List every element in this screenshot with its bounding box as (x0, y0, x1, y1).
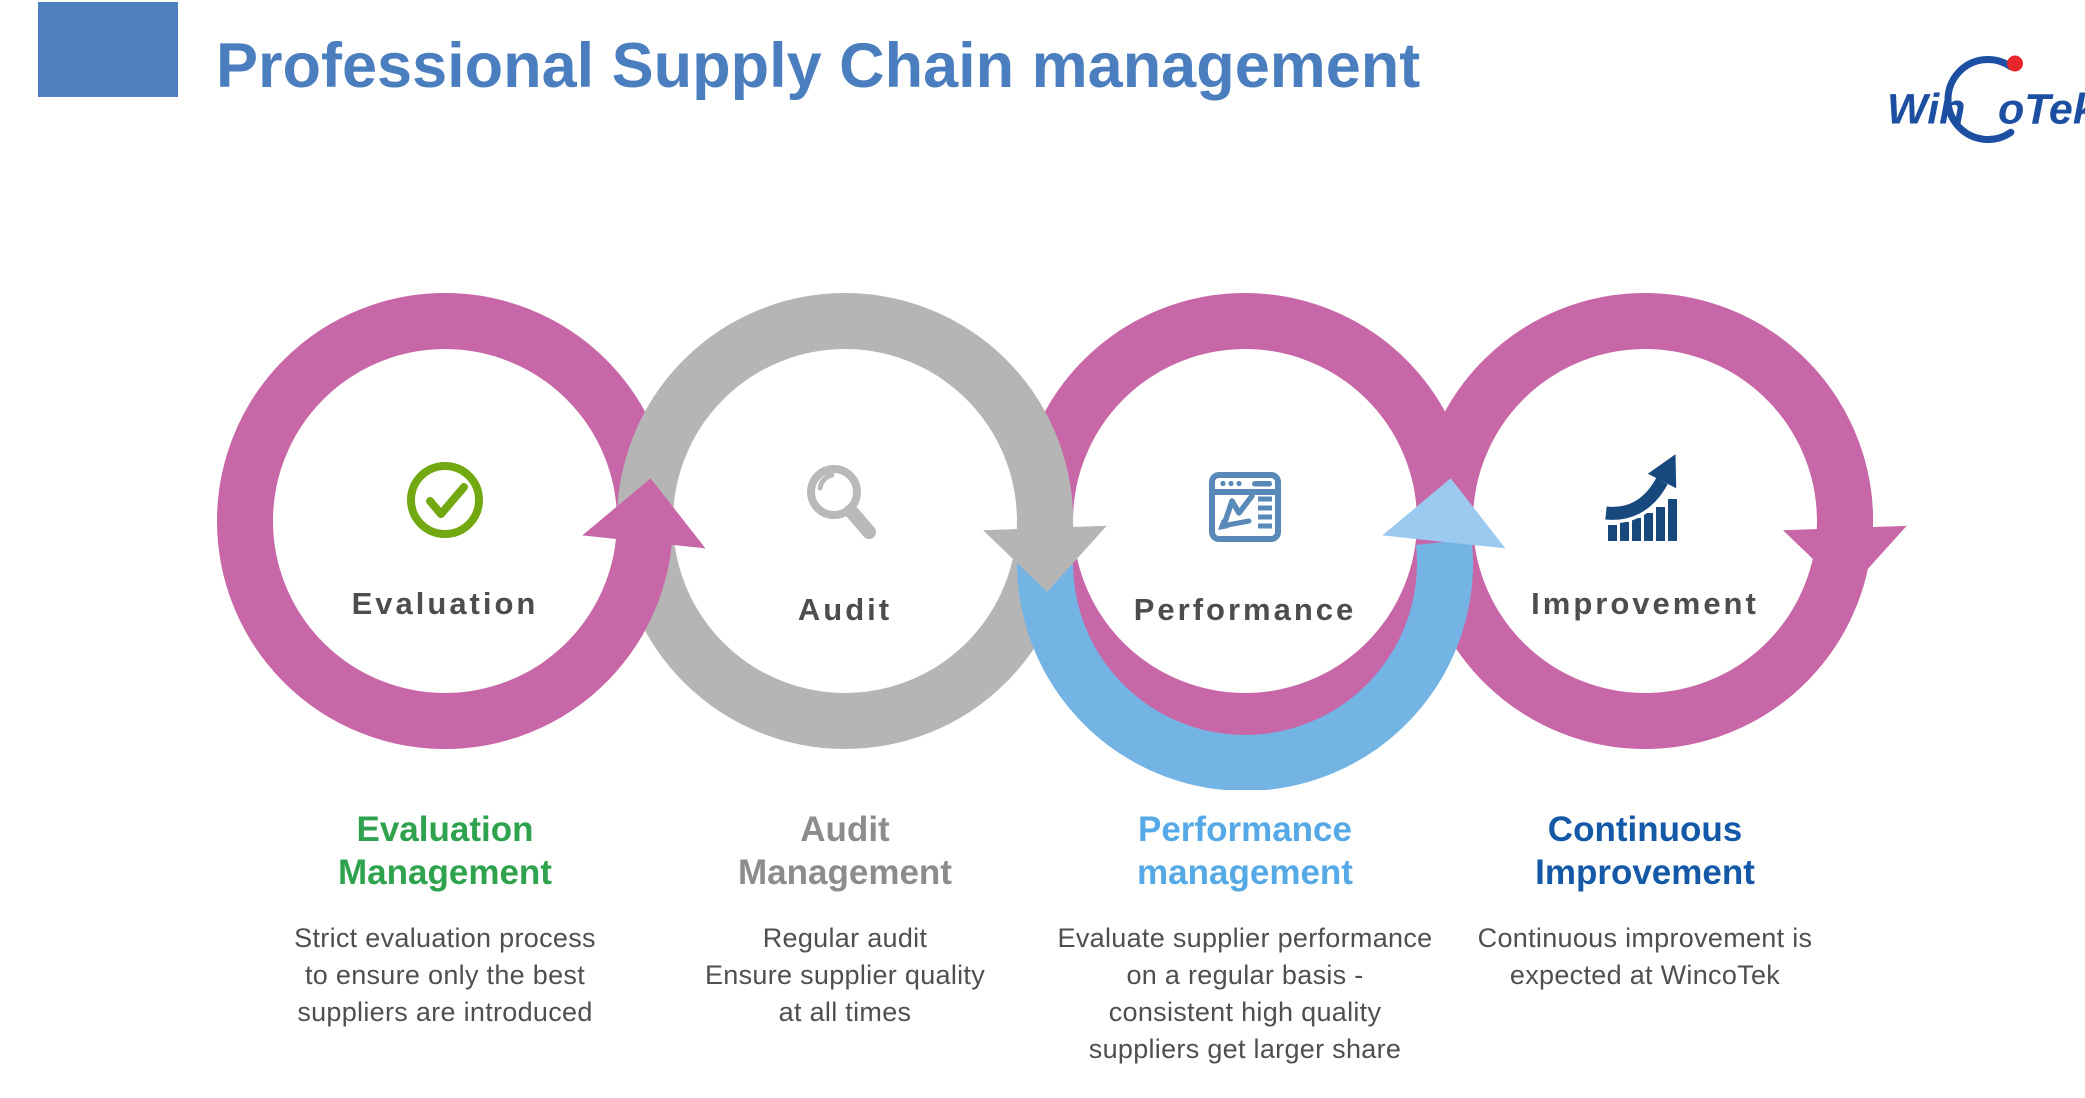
check-circle-icon (407, 462, 483, 538)
logo-swoosh-c-icon (1944, 56, 2015, 143)
growth-bars-arrow-icon (1604, 454, 1677, 541)
arrow-up-evaluation-to-audit-tail (543, 538, 672, 708)
page-title: Professional Supply Chain management (216, 31, 1421, 101)
stage-column-performance: Performance management Evaluate supplier… (1025, 808, 1465, 1068)
stage-description-line: on a regular basis - (1126, 960, 1364, 990)
accent-square (38, 2, 178, 97)
stage-description-line: Regular audit (762, 923, 928, 953)
wincotek-logo: Win oTek (1887, 55, 2085, 143)
stage-heading-line: management (1137, 853, 1353, 892)
stage-description: Evaluate supplier performance on a regul… (1025, 920, 1465, 1068)
stage-description-line: expected at WincoTek (1509, 960, 1781, 990)
supply-chain-cycle-diagram: Evaluation Audit Performance Improvement (217, 293, 1907, 790)
stage-description-line: Continuous improvement is (1477, 923, 1813, 953)
stage-column-evaluation: Evaluation Management Strict evaluation … (225, 808, 665, 1031)
ring-label-performance: Performance (1134, 592, 1357, 627)
arrow-up-performance-to-improvement-icon (1382, 478, 1506, 549)
stage-heading: Audit Management (625, 808, 1065, 894)
stage-description-line: Ensure supplier quality (704, 960, 986, 990)
logo-text-otek: oTek (1998, 86, 2085, 134)
stage-heading-line: Management (338, 853, 552, 892)
ring-label-improvement: Improvement (1531, 586, 1759, 621)
ring-label-audit: Audit (798, 592, 892, 627)
stage-heading-line: Improvement (1535, 853, 1755, 892)
stage-description: Regular audit Ensure supplier quality at… (625, 920, 1065, 1031)
stage-heading-line: Performance (1138, 810, 1352, 849)
stage-description-line: consistent high quality (1108, 997, 1382, 1027)
stage-heading-line: Management (738, 853, 952, 892)
stage-description-line: suppliers get larger share (1088, 1034, 1402, 1064)
stage-description: Strict evaluation process to ensure only… (225, 920, 665, 1031)
logo-red-dot-icon (2007, 55, 2023, 72)
stage-heading-line: Continuous (1547, 810, 1743, 849)
stage-description: Continuous improvement is expected at Wi… (1425, 920, 1865, 994)
stage-heading: Evaluation Management (225, 808, 665, 894)
arrow-down-improvement-end-icon (1783, 525, 1907, 592)
stage-description-line: at all times (778, 997, 912, 1027)
arrow-down-audit-to-performance-tail (943, 334, 1073, 529)
stage-heading-line: Evaluation (356, 810, 534, 849)
stage-column-improvement: Continuous Improvement Continuous improv… (1425, 808, 1865, 994)
stage-description-line: suppliers are introduced (297, 997, 593, 1027)
arrow-up-evaluation-to-audit-icon (582, 478, 706, 549)
arrow-down-improvement-end-tail (1743, 334, 1873, 529)
stage-column-audit: Audit Management Regular audit Ensure su… (625, 808, 1065, 1031)
stage-description-line: Strict evaluation process (294, 923, 596, 953)
stage-heading: Performance management (1025, 808, 1465, 894)
performance-ring-bottom-arc (1017, 539, 1473, 790)
stage-heading: Continuous Improvement (1425, 808, 1865, 894)
ring-label-evaluation: Evaluation (352, 586, 539, 621)
magnifier-icon (807, 465, 876, 539)
stage-description-line: to ensure only the best (304, 960, 586, 990)
chart-window-icon (1209, 472, 1281, 542)
stage-description-line: Evaluate supplier performance (1057, 923, 1433, 953)
stage-heading-line: Audit (800, 810, 890, 849)
logo-text-win: Win (1887, 86, 1965, 134)
arrow-down-audit-to-performance-icon (983, 525, 1107, 592)
